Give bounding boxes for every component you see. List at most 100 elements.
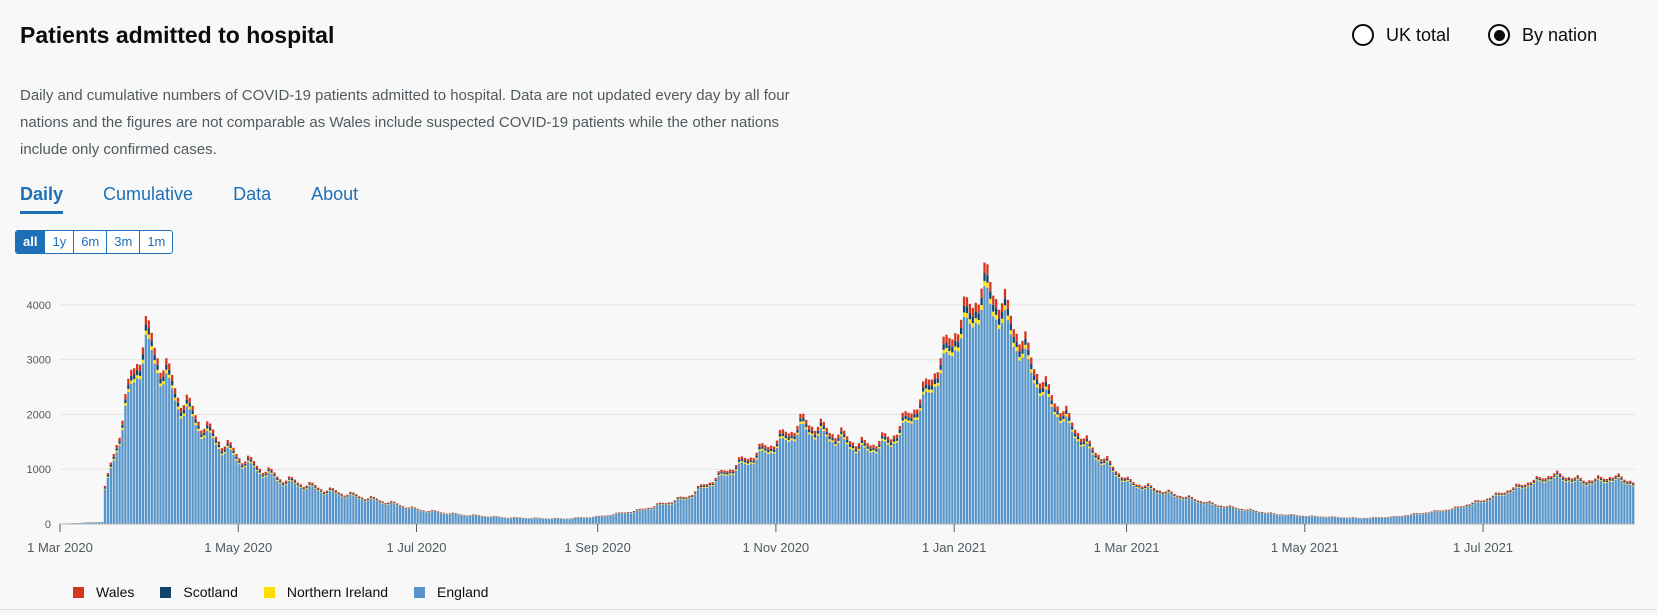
bar-wales xyxy=(1462,506,1465,507)
bar-england xyxy=(439,513,443,524)
wales-swatch-icon xyxy=(73,586,84,598)
bar-wales xyxy=(857,443,861,447)
bar-scotland xyxy=(135,370,139,376)
legend-item-northern-ireland: Northern Ireland xyxy=(263,584,388,600)
bar-northern-ireland xyxy=(1623,482,1626,484)
bar-england xyxy=(1529,486,1533,524)
bar-england xyxy=(1366,518,1369,524)
bar-england xyxy=(1275,514,1278,524)
bar-england xyxy=(1246,510,1249,524)
bar-england xyxy=(83,522,86,524)
bar-northern-ireland xyxy=(1114,474,1118,477)
bar-scotland xyxy=(1602,480,1606,482)
bar-wales xyxy=(942,336,945,345)
bar-northern-ireland xyxy=(1556,474,1559,476)
bar-northern-ireland xyxy=(714,481,717,483)
x-tick-label: 1 May 2021 xyxy=(1271,540,1339,555)
bar-scotland xyxy=(322,492,326,494)
bar-england xyxy=(1465,506,1468,524)
bar-wales xyxy=(1024,331,1027,340)
tab-cumulative[interactable]: Cumulative xyxy=(103,184,194,204)
bar-scotland xyxy=(1141,487,1144,490)
bar-northern-ireland xyxy=(889,445,893,447)
bar-northern-ireland xyxy=(1173,496,1176,497)
range-1y-button[interactable]: 1y xyxy=(45,231,75,253)
bar-northern-ireland xyxy=(331,490,335,492)
bar-wales xyxy=(1208,500,1211,502)
bar-northern-ireland xyxy=(825,434,828,437)
bar-scotland xyxy=(1597,477,1600,479)
bar-wales xyxy=(1158,490,1161,492)
bar-wales xyxy=(1564,477,1568,480)
bar-england xyxy=(185,406,188,524)
bar-northern-ireland xyxy=(688,497,691,499)
bar-northern-ireland xyxy=(1111,470,1115,472)
bar-scotland xyxy=(320,490,323,492)
x-tick-label: 1 Jul 2021 xyxy=(1453,540,1513,555)
bar-scotland xyxy=(755,455,758,458)
bar-northern-ireland xyxy=(711,485,714,486)
bar-england xyxy=(302,490,305,524)
bar-england xyxy=(1383,517,1386,524)
bar-england xyxy=(287,480,291,524)
tab-about[interactable]: About xyxy=(311,184,359,204)
bar-scotland xyxy=(761,446,764,449)
bar-england xyxy=(1573,481,1576,524)
bar-scotland xyxy=(892,439,896,442)
bar-wales xyxy=(939,358,942,365)
bar-england xyxy=(1155,493,1159,524)
bar-wales xyxy=(223,446,226,450)
bar-scotland xyxy=(1222,507,1226,508)
bar-northern-ireland xyxy=(802,421,805,424)
bar-wales xyxy=(1135,484,1138,486)
bar-scotland xyxy=(735,467,738,470)
bar-wales xyxy=(1030,357,1033,365)
bar-england xyxy=(296,486,299,524)
bar-england xyxy=(1547,480,1550,524)
bar-england xyxy=(518,518,522,524)
bar-scotland xyxy=(729,471,732,474)
bar-wales xyxy=(1526,482,1530,485)
bar-england xyxy=(1556,475,1559,524)
bar-england xyxy=(1319,517,1322,524)
bar-england xyxy=(1310,516,1313,524)
bar-northern-ireland xyxy=(211,436,215,439)
tab-daily[interactable]: Daily xyxy=(20,184,64,214)
bar-wales xyxy=(1456,506,1460,508)
range-3m-button[interactable]: 3m xyxy=(107,231,141,253)
bar-northern-ireland xyxy=(974,318,977,323)
range-all-button[interactable]: all xyxy=(16,231,46,253)
bar-wales xyxy=(378,500,381,502)
bar-england xyxy=(1439,511,1442,524)
y-tick-label: 4000 xyxy=(27,300,51,312)
tab-data[interactable]: Data xyxy=(233,184,272,204)
bar-england xyxy=(285,484,288,524)
x-tick-label: 1 Mar 2021 xyxy=(1094,540,1160,555)
bar-england xyxy=(1561,480,1565,524)
bar-england xyxy=(1106,462,1109,524)
bar-england xyxy=(1301,516,1305,524)
bar-wales xyxy=(1550,476,1553,478)
bar-england xyxy=(153,363,156,524)
bar-scotland xyxy=(1599,478,1603,481)
bar-northern-ireland xyxy=(1161,494,1164,496)
bar-northern-ireland xyxy=(770,451,773,453)
bar-wales xyxy=(232,447,235,451)
radio-uk-total[interactable]: UK total xyxy=(1352,24,1450,46)
bar-scotland xyxy=(153,354,156,361)
radio-by-nation[interactable]: By nation xyxy=(1488,24,1597,46)
bar-england xyxy=(273,477,276,524)
bar-scotland xyxy=(162,376,165,382)
bar-scotland xyxy=(1573,479,1576,481)
bar-northern-ireland xyxy=(220,453,223,456)
bar-wales xyxy=(293,479,297,482)
bar-scotland xyxy=(1564,479,1568,482)
bar-scotland xyxy=(872,447,875,451)
range-1m-button[interactable]: 1m xyxy=(147,234,166,249)
bar-england xyxy=(501,517,504,524)
bar-wales xyxy=(854,446,858,450)
bar-wales xyxy=(1033,369,1036,376)
range-6m-button[interactable]: 6m xyxy=(74,231,108,253)
bar-wales xyxy=(419,509,422,511)
bar-northern-ireland xyxy=(147,334,150,339)
